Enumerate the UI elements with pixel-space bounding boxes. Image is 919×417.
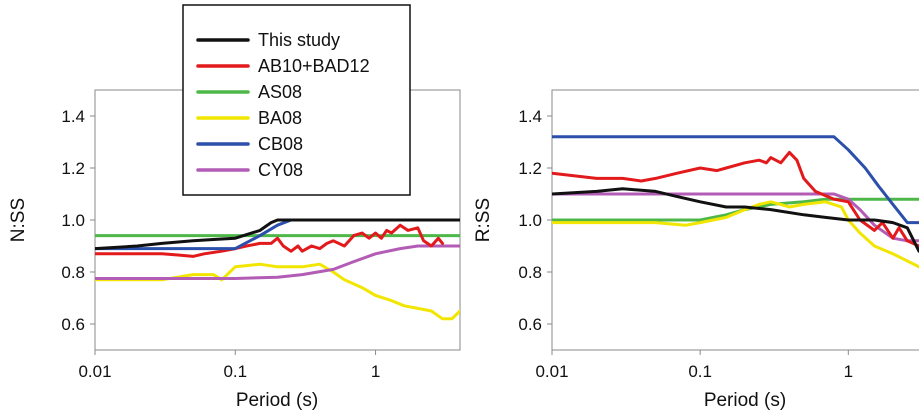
legend-label: AS08 xyxy=(258,82,302,102)
y-axis-title: R:SS xyxy=(473,198,494,242)
x-tick-label: 1 xyxy=(844,362,853,381)
series-line-ba08 xyxy=(95,262,460,321)
y-tick-label: 1.2 xyxy=(61,159,85,178)
legend-label: This study xyxy=(258,30,340,50)
series-line-ab10-bad12 xyxy=(95,223,444,258)
y-tick-label: 0.8 xyxy=(61,263,85,282)
series-line-ab10-bad12 xyxy=(552,150,919,248)
legend-box xyxy=(182,4,411,196)
chart-2: 0.6 0.8 1.0 1.2 1.4 0.01 0.1 1 Period (s) R:SS xyxy=(473,89,919,411)
y-tick-label: 1.2 xyxy=(518,159,542,178)
x-tick-label: 0.01 xyxy=(535,362,568,381)
series-line-as08 xyxy=(552,197,919,222)
x-tick-label: 1 xyxy=(371,362,380,381)
y-axis-title: N:SS xyxy=(8,198,29,242)
series-group xyxy=(95,218,460,321)
y-tick-label: 0.8 xyxy=(518,263,542,282)
y-tick-label: 1.4 xyxy=(61,107,85,126)
x-axis-title: Period (s) xyxy=(236,390,318,411)
legend-label: CY08 xyxy=(258,160,303,180)
y-tick-label: 1.0 xyxy=(518,211,542,230)
series-group xyxy=(552,135,919,269)
legend-label: AB10+BAD12 xyxy=(258,56,370,76)
chart-1: 0.6 0.8 1.0 1.2 1.4 0.01 0.1 1 Period (s) N:SS Thi… xyxy=(8,4,461,411)
legend: This study AB10+BAD12 AS08 BA08 CB08 CY08 xyxy=(182,4,411,196)
series-line-this-study xyxy=(95,218,460,251)
y-tick-label: 1.0 xyxy=(61,211,85,230)
x-axis-title: Period (s) xyxy=(704,390,786,411)
y-tick-label: 1.4 xyxy=(518,107,542,126)
series-line-cy08 xyxy=(552,192,919,243)
series-line-cy08 xyxy=(95,244,460,280)
x-tick-label: 0.1 xyxy=(223,362,247,381)
series-line-ba08 xyxy=(552,200,919,269)
x-tick-label: 0.1 xyxy=(688,362,712,381)
legend-label: BA08 xyxy=(258,108,302,128)
series-line-this-study xyxy=(552,187,919,253)
y-tick-label: 0.6 xyxy=(61,315,85,334)
series-line-cb08 xyxy=(552,135,919,225)
y-tick-label: 0.6 xyxy=(518,315,542,334)
x-tick-label: 0.01 xyxy=(78,362,111,381)
legend-label: CB08 xyxy=(258,134,303,154)
